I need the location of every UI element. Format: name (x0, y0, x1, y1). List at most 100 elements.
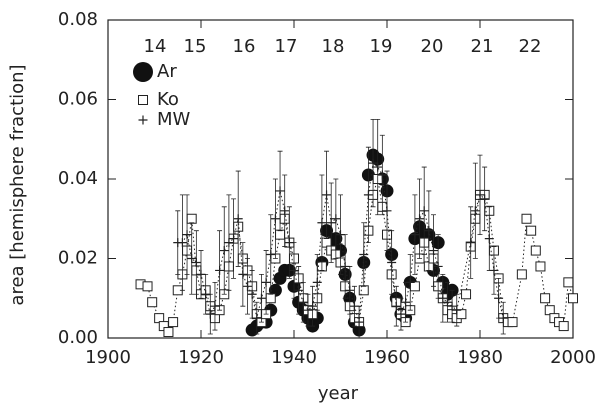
point-plus (359, 250, 369, 260)
point-plus (298, 297, 308, 307)
point-square (186, 213, 197, 224)
point-plus (326, 218, 336, 228)
point-plus (266, 250, 276, 260)
legend-marker (138, 95, 148, 105)
point-square (147, 297, 158, 308)
point-plus (196, 269, 206, 279)
point-square (461, 289, 472, 300)
point-plus (396, 309, 406, 319)
point-square (535, 261, 546, 272)
x-tick-label: 1940 (271, 347, 317, 368)
y-tick-label: 0.02 (58, 248, 98, 269)
point-plus (391, 301, 401, 311)
point-square (409, 281, 420, 292)
point-square (568, 293, 578, 304)
point-plus (387, 257, 397, 267)
cycle-label: 14 (144, 36, 167, 57)
point-plus (368, 158, 378, 168)
x-tick-label: 1960 (364, 347, 410, 368)
point-plus (405, 277, 415, 287)
point-plus (489, 265, 499, 275)
point-plus (243, 281, 252, 291)
point-plus (270, 214, 280, 224)
point-plus (177, 238, 187, 248)
point-plus (303, 305, 313, 315)
x-axis-label: year (318, 383, 359, 404)
point-plus (442, 297, 452, 307)
point-square (516, 269, 527, 280)
point-plus (340, 261, 350, 271)
point-square (163, 327, 174, 338)
point-plus (182, 230, 192, 240)
point-plus (438, 293, 448, 303)
point-plus (224, 238, 234, 248)
point-plus (210, 301, 220, 311)
point-plus (219, 246, 229, 256)
point-plus (308, 301, 318, 311)
point-square (558, 321, 569, 332)
point-plus (415, 214, 425, 224)
cycle-label: 16 (233, 36, 256, 57)
point-plus (363, 190, 373, 200)
point-square (563, 277, 574, 288)
x-tick-label: 1920 (178, 347, 224, 368)
point-plus (470, 206, 480, 216)
point-plus (475, 190, 485, 200)
cycle-label: 22 (519, 36, 542, 57)
point-plus (336, 230, 345, 240)
cycle-label: 18 (322, 36, 345, 57)
point-plus (284, 238, 294, 248)
y-tick-label: 0.04 (58, 168, 98, 189)
legend-label: MW (157, 109, 191, 130)
point-plus (484, 234, 494, 244)
point-square (530, 245, 541, 256)
point-plus (410, 230, 420, 240)
point-plus (289, 265, 299, 275)
point-plus (187, 254, 197, 263)
point-square (507, 317, 518, 328)
legend-label: Ko (157, 89, 179, 110)
point-square (168, 317, 179, 328)
point-plus (256, 293, 266, 303)
point-plus (494, 293, 504, 303)
point-square (275, 229, 286, 240)
point-plus (345, 285, 355, 295)
cycle-label: 20 (421, 36, 444, 57)
y-tick-label: 0.00 (58, 327, 98, 348)
point-plus (452, 305, 462, 315)
point-plus (201, 289, 211, 299)
legend-marker (133, 62, 153, 82)
point-plus (480, 194, 490, 204)
point-plus (424, 226, 434, 236)
point-plus (433, 261, 443, 271)
point-plus (429, 246, 438, 256)
point-plus (191, 257, 201, 267)
point-plus (382, 206, 392, 216)
point-plus (275, 186, 285, 196)
y-tick-label: 0.06 (58, 89, 98, 110)
point-square (265, 293, 276, 304)
point-plus (331, 214, 341, 224)
point-plus (419, 206, 429, 216)
point-plus (447, 301, 457, 311)
legend-marker (138, 115, 148, 125)
point-plus (294, 285, 304, 295)
point-plus (377, 170, 387, 180)
point-plus (215, 265, 225, 275)
point-square (358, 285, 369, 296)
cycle-label: 17 (275, 36, 298, 57)
point-plus (280, 206, 290, 216)
y-axis-label: area [hemisphere fraction] (7, 64, 28, 305)
point-plus (229, 234, 239, 244)
point-plus (322, 190, 332, 200)
point-square (456, 309, 467, 320)
point-plus (317, 218, 327, 228)
point-plus (498, 313, 508, 323)
point-plus (238, 269, 248, 279)
point-plus (312, 277, 322, 287)
point-plus (373, 162, 383, 172)
point-plus (261, 277, 271, 287)
point-plus (233, 214, 243, 224)
point-plus (401, 297, 411, 307)
